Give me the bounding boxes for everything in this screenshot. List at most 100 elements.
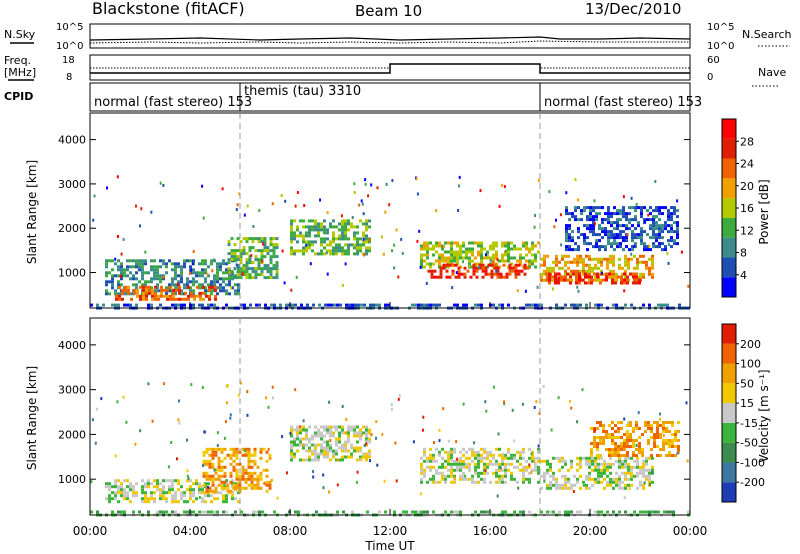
velocity-cell — [528, 510, 531, 514]
power-colorbar-swatch — [722, 237, 736, 258]
power-cell — [484, 272, 488, 276]
power-cell — [568, 227, 571, 231]
velocity-cell — [308, 440, 311, 444]
velocity-cell — [341, 455, 344, 459]
velocity-cell — [108, 485, 111, 489]
power-cell — [558, 266, 561, 270]
power-cell — [575, 278, 578, 282]
velocity-cell — [573, 483, 576, 487]
power-cell — [584, 275, 587, 279]
velocity-point — [329, 439, 332, 442]
power-cell — [607, 206, 610, 210]
power-cell — [501, 259, 504, 263]
velocity-point — [147, 382, 150, 386]
power-cell — [156, 277, 159, 281]
power-point — [162, 183, 165, 187]
velocity-cell — [504, 456, 507, 460]
power-point — [489, 258, 492, 262]
velocity-cell — [432, 465, 435, 469]
power-cell — [673, 239, 676, 243]
velocity-cell — [268, 456, 272, 460]
velocity-cell — [450, 462, 453, 466]
power-cell — [162, 262, 165, 266]
velocity-cell — [486, 465, 489, 469]
power-cell — [592, 227, 595, 231]
velocity-cell — [311, 437, 314, 441]
power-cell — [350, 225, 353, 229]
velocity-cell — [237, 500, 240, 504]
power-cell — [338, 222, 341, 226]
velocity-point — [450, 458, 453, 462]
power-point — [384, 210, 387, 214]
power-point — [325, 251, 328, 255]
velocity-cell — [308, 458, 311, 462]
velocity-cell — [153, 485, 156, 489]
power-cell — [427, 269, 431, 273]
power-cell — [670, 215, 673, 219]
power-cell — [133, 291, 136, 295]
velocity-cell — [629, 436, 632, 439]
velocity-cell — [365, 434, 368, 438]
power-cell — [114, 292, 117, 296]
velocity-cell — [192, 488, 195, 492]
power-cell — [242, 249, 246, 253]
velocity-cell — [663, 510, 666, 514]
velocity-cell — [531, 456, 534, 460]
velocity-point — [94, 441, 97, 445]
velocity-cell — [326, 449, 329, 453]
velocity-cell — [611, 442, 614, 445]
power-point — [360, 199, 363, 203]
velocity-cell — [611, 454, 614, 457]
velocity-cell — [537, 447, 540, 451]
velocity-cell — [552, 477, 555, 481]
velocity-cell — [450, 468, 453, 472]
velocity-colorbar-tick-label: 200 — [740, 338, 761, 351]
power-cell — [586, 236, 589, 240]
velocity-cell — [579, 465, 582, 469]
velocity-cell — [183, 494, 186, 498]
power-cell — [474, 303, 477, 307]
velocity-cell — [341, 449, 344, 453]
velocity-cell — [597, 474, 600, 478]
power-cell — [302, 252, 305, 256]
velocity-cell — [253, 483, 257, 487]
velocity-cell — [630, 483, 633, 487]
velocity-cell — [305, 428, 308, 432]
power-point — [144, 250, 147, 254]
velocity-point — [530, 470, 533, 474]
power-cell — [540, 275, 543, 279]
power-cell — [159, 259, 162, 263]
power-ylabel: Slant Range [km] — [25, 160, 39, 264]
power-cell — [426, 253, 429, 257]
velocity-cell — [447, 456, 450, 460]
velocity-cell — [241, 477, 245, 481]
power-cell — [448, 275, 452, 279]
power-cell — [670, 224, 673, 228]
power-cell — [296, 225, 299, 229]
power-cell — [341, 228, 344, 232]
power-cell — [353, 252, 356, 256]
power-cell — [620, 281, 623, 285]
power-cell — [575, 272, 578, 276]
power-point — [593, 199, 596, 203]
velocity-cell — [531, 468, 534, 472]
power-cell — [233, 255, 237, 259]
power-cell — [338, 228, 341, 232]
velocity-cell — [265, 474, 269, 478]
velocity-cell — [314, 443, 317, 447]
power-cell — [660, 303, 663, 307]
velocity-cell — [296, 443, 299, 447]
power-cell — [290, 240, 293, 244]
power-cell — [557, 281, 560, 285]
velocity-cell — [671, 445, 674, 448]
power-cell — [233, 243, 237, 247]
power-cell — [368, 249, 371, 253]
velocity-point — [229, 416, 232, 420]
velocity-cell — [338, 458, 341, 462]
power-cell — [631, 218, 634, 222]
velocity-colorbar-swatch — [722, 343, 736, 364]
velocity-cell — [256, 483, 260, 487]
power-point — [382, 252, 385, 256]
power-cell — [275, 255, 279, 259]
power-cell — [606, 266, 609, 270]
